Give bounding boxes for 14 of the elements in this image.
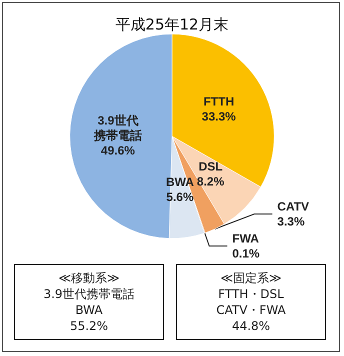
chart-title: 平成25年12月末: [115, 16, 229, 34]
data-label: 5.6%: [166, 190, 194, 204]
text: ≪固定系≫ FTTH・DSL CATV・FWA 44.8%: [176, 264, 326, 340]
data-label: 3.3%: [277, 214, 305, 228]
slice-label: 3.9世代携帯電話: [92, 113, 142, 142]
slice-label: FTTH: [203, 94, 234, 109]
slice-label: FWA: [232, 232, 260, 246]
data-label: 33.3%: [202, 110, 236, 124]
data-label: 0.1%: [232, 246, 260, 260]
slice-label: DSL: [198, 160, 223, 174]
slice-label: CATV: [277, 200, 310, 214]
data-label: 8.2%: [196, 174, 225, 189]
slice-label: 3.9世代携帯電話: [43, 287, 135, 301]
data-label: 49.6%: [100, 143, 136, 158]
